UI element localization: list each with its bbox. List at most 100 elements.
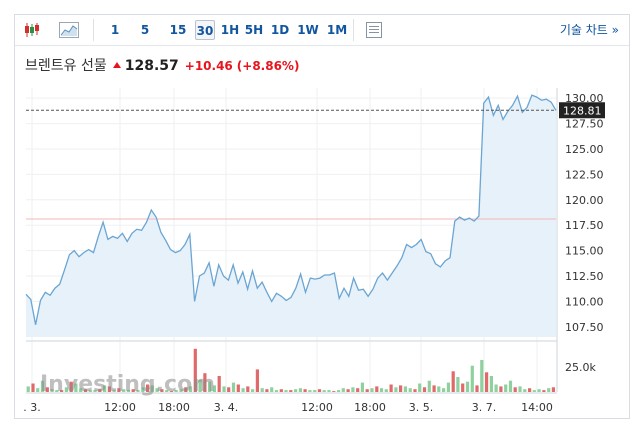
price-line xyxy=(25,94,557,325)
volume-bar xyxy=(208,381,212,392)
volume-bar xyxy=(236,384,240,392)
volume-bar xyxy=(227,387,231,392)
panel-icon xyxy=(366,22,382,38)
volume-bar xyxy=(117,388,121,392)
volume-bar xyxy=(174,390,178,392)
candlestick-chart-button[interactable] xyxy=(21,20,43,40)
instrument-header: 브렌트유 선물 128.57 +10.46 (+8.86%) xyxy=(25,55,299,75)
volume-bar xyxy=(365,389,369,392)
instrument-name: 브렌트유 선물 xyxy=(25,58,107,74)
volume-bar xyxy=(26,386,30,392)
candlestick-icon xyxy=(25,23,39,37)
volume-bar xyxy=(508,380,513,392)
toolbar-divider xyxy=(353,19,354,41)
volume-bar xyxy=(64,387,68,392)
volume-bar xyxy=(341,388,345,392)
y-tick-label: 115.00 xyxy=(565,245,604,258)
volume-bar xyxy=(260,388,264,392)
volume-bar xyxy=(480,360,484,392)
x-tick-label: 14:00 xyxy=(521,401,553,414)
interval-30[interactable]: 30 xyxy=(195,20,215,40)
volume-bar xyxy=(327,390,331,392)
settings-button[interactable] xyxy=(363,20,385,40)
volume-bar xyxy=(322,390,326,392)
volume-bar xyxy=(504,384,508,392)
volume-bar xyxy=(432,385,436,392)
volume-bar xyxy=(547,388,551,392)
volume-bar xyxy=(160,389,164,392)
x-tick-label: 18:00 xyxy=(354,401,386,414)
volume-bar xyxy=(427,380,431,392)
volume-bar xyxy=(422,387,427,392)
interval-1m[interactable]: 1M xyxy=(326,23,348,37)
volume-bar xyxy=(446,382,450,392)
y-tick-label: 130.00 xyxy=(565,92,604,105)
volume-bar xyxy=(360,382,364,392)
interval-1d[interactable]: 1D xyxy=(270,23,290,37)
price-change: +10.46 xyxy=(184,59,233,73)
volume-bar xyxy=(537,389,541,392)
interval-1[interactable]: 1 xyxy=(110,23,120,37)
volume-bar xyxy=(384,389,388,392)
volume-bar xyxy=(126,390,131,392)
volume-bar xyxy=(513,387,517,392)
interval-5h[interactable]: 5H xyxy=(244,23,264,37)
volume-bar xyxy=(465,381,470,392)
y-tick-label: 127.50 xyxy=(565,118,604,131)
up-arrow-icon xyxy=(112,61,121,68)
volume-bar xyxy=(403,386,407,392)
volume-bar xyxy=(107,386,111,392)
volume-bar xyxy=(523,389,527,392)
volume-bar xyxy=(332,391,336,392)
volume-bar xyxy=(112,390,116,392)
interval-1w[interactable]: 1W xyxy=(297,23,319,37)
volume-bar xyxy=(270,387,274,392)
interval-15[interactable]: 15 xyxy=(169,23,187,37)
volume-bar xyxy=(408,388,412,392)
volume-bar xyxy=(60,390,64,392)
volume-bar xyxy=(303,389,307,392)
volume-bar xyxy=(188,386,193,392)
volume-bar xyxy=(246,386,250,392)
watermark: Investing.com xyxy=(40,372,215,397)
technical-chart-link[interactable]: 기술 차트 » xyxy=(559,23,619,37)
x-tick-label: 12:00 xyxy=(104,401,136,414)
area-chart-button[interactable] xyxy=(57,20,81,40)
x-tick-label: 12:00 xyxy=(301,401,333,414)
last-price-tag xyxy=(559,102,605,119)
volume-bar xyxy=(198,379,202,392)
volume-bar xyxy=(50,389,54,392)
volume-bar xyxy=(528,388,532,392)
last-price: 128.57 xyxy=(124,58,179,74)
y-tick-label: 125.00 xyxy=(565,143,604,156)
volume-bar xyxy=(103,385,107,392)
x-tick-label: . 3. xyxy=(23,401,41,414)
volume-bar xyxy=(265,389,269,392)
volume-bar xyxy=(470,365,474,392)
volume-bar xyxy=(413,389,417,392)
volume-bar xyxy=(351,387,355,392)
volume-bar xyxy=(193,348,197,392)
volume-bar xyxy=(79,388,83,392)
volume-bar xyxy=(494,384,498,392)
volume-bar xyxy=(418,383,422,392)
volume-bar xyxy=(475,385,479,392)
volume-bar xyxy=(212,385,216,392)
y-tick-label: 117.50 xyxy=(565,219,604,232)
x-tick-label: 3. 5. xyxy=(409,401,434,414)
volume-bar xyxy=(184,387,188,392)
volume-bar xyxy=(298,388,302,392)
volume-bar xyxy=(55,390,59,392)
interval-5[interactable]: 5 xyxy=(140,23,150,37)
volume-bar xyxy=(317,389,322,392)
volume-bar xyxy=(141,387,145,392)
volume-bar xyxy=(442,388,446,392)
volume-bar xyxy=(165,390,169,392)
volume-bar xyxy=(40,380,45,392)
interval-1h[interactable]: 1H xyxy=(220,23,240,37)
volume-bar xyxy=(308,390,312,392)
volume-bar xyxy=(88,390,92,392)
volume-bar xyxy=(337,390,341,392)
price-change-percent: (+8.86%) xyxy=(236,59,300,73)
